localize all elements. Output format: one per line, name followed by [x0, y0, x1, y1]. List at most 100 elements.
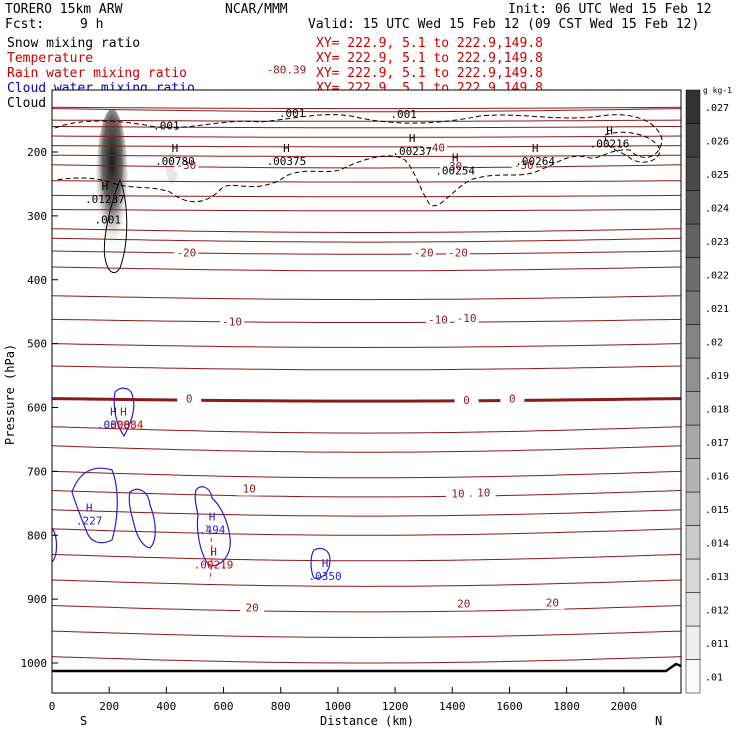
colorbar-swatch: [685, 558, 701, 593]
isotherm-line: [51, 365, 682, 371]
max-marker: H: [606, 125, 613, 138]
colorbar-swatch: [685, 592, 701, 627]
endpoint-right: N: [655, 714, 662, 728]
snow-contour: [103, 178, 128, 274]
isotherm-label: 0: [509, 393, 516, 406]
axes: 0 200 400 600 800 1000 1200 1400 1600 1800 2000200…: [21, 146, 638, 713]
isotherm-label: -30: [176, 159, 196, 172]
y-tick-label: 200: [27, 146, 47, 159]
colorbar-tick-label: .023: [705, 237, 729, 248]
colorbar-tick-label: .016: [705, 471, 729, 482]
max-marker: H: [86, 501, 93, 514]
x-tick-label: 600: [214, 700, 234, 713]
legend-field-name: Rain water mixing ratio: [7, 66, 187, 81]
contour-value-label: .00219: [194, 558, 234, 571]
max-marker: H: [172, 142, 179, 155]
colorbar-tick-label: .013: [705, 572, 729, 583]
isotherm-line: [51, 106, 682, 110]
isotherm-line: [51, 135, 682, 138]
isotherm-line: [51, 237, 682, 243]
x-tick-label: 1800: [553, 700, 580, 713]
plot-area: -40 -30 -30 -30 -20 -20 -20 -10 -10 -10 0 0 0 10 10 10 2…: [51, 64, 682, 694]
isotherm-label: -20: [414, 246, 434, 259]
isotherm-label-bg: [445, 487, 470, 501]
hydrometeor-contours: [51, 114, 663, 581]
isotherm-label-bg: [445, 246, 470, 260]
max-marker: H: [283, 142, 290, 155]
model-name: TORERO 15km ARW: [5, 2, 123, 17]
contour-value-label: .00780: [155, 155, 195, 168]
isotherm-label-bg: [471, 486, 496, 500]
isotherm-line: [51, 180, 682, 183]
colorbar-swatch: [685, 357, 701, 392]
colorbar-tick-label: .01: [705, 672, 723, 683]
isotherm-label-bg: [451, 597, 476, 611]
colorbar-swatch: [685, 190, 701, 225]
max-marker: H: [532, 142, 539, 155]
x-tick-label: 2000: [611, 700, 638, 713]
isotherm-label-bg: [174, 158, 199, 172]
plot-background: [52, 90, 681, 693]
isotherm-line: [51, 509, 682, 517]
isotherm-line: [51, 145, 682, 148]
x-tick-label: 1400: [439, 700, 466, 713]
contour-value-label: .00216: [590, 138, 630, 151]
max-marker: H: [102, 180, 109, 193]
isotherm-label-bg: [220, 315, 245, 329]
isotherm-label-bg: [425, 313, 450, 327]
contour-value-label: .001: [153, 120, 180, 133]
colorbar-tick-label: .021: [705, 304, 729, 315]
isotherm-label: -10: [457, 312, 477, 325]
init-time: Init: 06 UTC Wed 15 Feb 12: [508, 2, 712, 17]
colorbar-swatch: [685, 324, 701, 359]
colorbar-swatch: [685, 525, 701, 560]
legend-field-name: Snow mixing ratio: [7, 36, 140, 51]
isotherm-label-bg: [177, 392, 202, 406]
isotherm-line: [51, 343, 682, 349]
isotherm-line: [51, 470, 682, 479]
y-tick-label: 700: [27, 465, 47, 478]
cloud-ice-contour: [604, 131, 661, 163]
contour-value-label: .00254: [435, 164, 475, 177]
colorbar-tick-label: .022: [705, 270, 729, 281]
isotherm-label: 10: [477, 486, 490, 499]
legend-field-name: Temperature: [7, 51, 93, 66]
contour-value-label: .494: [199, 523, 226, 536]
colorbar: .01 .011 .012 .013 .014 .015 .016 .017 .018 .019.…: [685, 86, 732, 694]
isotherm-label: 0: [186, 393, 193, 406]
colorbar-tick-label: .025: [705, 170, 729, 181]
y-tick-label: 400: [27, 274, 47, 287]
isotherm-line: [51, 630, 682, 639]
isotherm-line: [51, 266, 682, 272]
surface-line: [52, 662, 682, 673]
isotherm-line-labeled: [51, 397, 682, 403]
cloud-water-contour: [194, 486, 231, 567]
x-tick-label: 1000: [325, 700, 352, 713]
valid-time: Valid: 15 UTC Wed 15 Feb 12 (09 CST Wed …: [308, 17, 699, 32]
fcst-label: Fcst:: [5, 17, 44, 32]
isotherm-label: 20: [457, 598, 470, 611]
colorbar-units: g kg-1: [703, 86, 732, 95]
isotherm-line-labeled: [51, 250, 682, 255]
contour-value-label: .00237: [392, 145, 432, 158]
isotherm-label: -30: [442, 160, 462, 173]
isotherm-label: 10: [451, 488, 464, 501]
max-marker: H: [209, 510, 216, 523]
y-tick-label: 800: [27, 529, 47, 542]
max-marker: H: [322, 557, 329, 570]
contour-value-label: .00084: [104, 419, 144, 432]
contour-value-label: .00375: [267, 155, 307, 168]
colorbar-tick-label: .017: [705, 438, 729, 449]
isotherm-line: [51, 194, 682, 198]
isotherm-label: 20: [246, 601, 259, 614]
legend-field-xy: XY= 222.9, 5.1 to 222.9,149.8: [316, 51, 543, 66]
isotherm-line: [51, 426, 682, 434]
cloud-ice-contour: [54, 114, 663, 207]
org-name: NCAR/MMM: [225, 2, 288, 17]
colorbar-swatch: [685, 290, 701, 325]
isotherm-label: -20: [448, 246, 468, 259]
legend-field-xy: XY= 222.9, 5.1 to 222.9,149.8: [316, 66, 543, 81]
colorbar-swatch: [685, 123, 701, 158]
